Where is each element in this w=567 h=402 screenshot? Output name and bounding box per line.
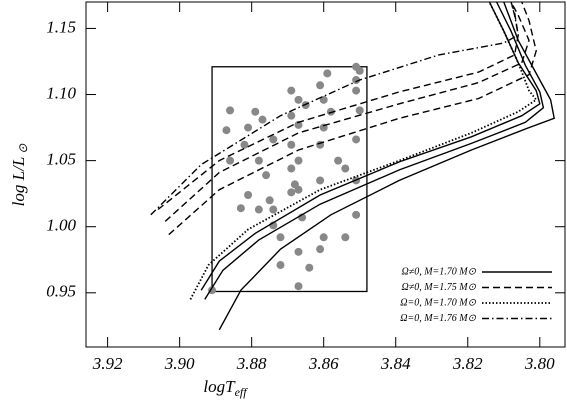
star-point xyxy=(244,123,253,132)
track-line xyxy=(157,1,519,211)
x-tick-label: 3.88 xyxy=(236,354,267,373)
star-point xyxy=(305,263,314,272)
star-point xyxy=(244,190,253,199)
track-line xyxy=(189,1,538,300)
x-label-main: logT xyxy=(203,377,236,396)
star-point xyxy=(319,233,328,242)
star-point xyxy=(287,164,296,173)
track-line xyxy=(150,1,519,216)
star-point xyxy=(316,81,325,90)
star-point xyxy=(236,204,245,213)
star-point xyxy=(355,106,364,115)
track-line xyxy=(218,1,556,331)
plot-frame xyxy=(85,1,566,348)
star-point xyxy=(287,86,296,95)
star-point xyxy=(341,233,350,242)
star-point xyxy=(258,115,267,124)
star-point xyxy=(294,156,303,165)
legend-label: Ω≠0, M=1.75 M⊙ xyxy=(401,282,476,293)
star-point xyxy=(316,176,325,185)
star-point xyxy=(269,135,278,144)
star-point xyxy=(226,106,235,115)
star-point xyxy=(226,156,235,165)
legend-label: Ω=0, M=1.76 M⊙ xyxy=(400,313,476,324)
x-tick-label: 3.90 xyxy=(164,354,195,373)
star-point xyxy=(294,282,303,291)
star-point xyxy=(326,107,335,116)
star-point xyxy=(276,261,285,270)
star-point xyxy=(287,188,296,197)
star-point xyxy=(240,140,249,149)
x-tick-label: 3.82 xyxy=(452,354,483,373)
star-point xyxy=(352,86,361,95)
star-point xyxy=(269,205,278,214)
y-tick-label: 1.10 xyxy=(46,83,76,102)
x-tick-label: 3.84 xyxy=(380,354,411,373)
x-tick-label: 3.86 xyxy=(308,354,339,373)
star-point xyxy=(254,156,263,165)
star-point xyxy=(287,111,296,120)
track-line xyxy=(168,1,537,236)
x-axis-label: logTeff xyxy=(203,377,248,399)
star-point xyxy=(294,120,303,129)
star-point xyxy=(352,75,361,84)
y-tick-label: 1.05 xyxy=(46,150,76,169)
star-point xyxy=(334,156,343,165)
y-label-sub: ⊙ xyxy=(16,143,30,154)
x-tick-label: 3.92 xyxy=(92,354,123,373)
star-point xyxy=(294,247,303,256)
star-point xyxy=(323,69,332,78)
y-tick-label: 1.00 xyxy=(46,216,76,235)
star-point xyxy=(276,233,285,242)
star-point xyxy=(316,245,325,254)
legend-label: Ω≠0, M=1.70 M⊙ xyxy=(401,266,476,277)
star-point xyxy=(222,126,231,135)
track-line xyxy=(200,1,541,291)
star-point xyxy=(294,95,303,104)
legend-label: Ω=0, M=1.70 M⊙ xyxy=(400,297,476,308)
x-tick-label: 3.80 xyxy=(524,354,555,373)
star-point xyxy=(355,66,364,75)
y-axis-label: log L/L ⊙ xyxy=(9,143,30,207)
star-point xyxy=(352,210,361,219)
star-point xyxy=(352,135,361,144)
track-line xyxy=(204,1,545,300)
star-point xyxy=(262,171,271,180)
star-point xyxy=(294,185,303,194)
x-label-sub: eff xyxy=(235,385,249,399)
star-point xyxy=(287,140,296,149)
star-point xyxy=(265,196,274,205)
track-line xyxy=(164,1,530,222)
y-tick-label: 0.95 xyxy=(46,282,76,301)
star-point xyxy=(341,164,350,173)
observation-box xyxy=(211,66,368,293)
star-point xyxy=(251,107,260,116)
star-point xyxy=(254,205,263,214)
y-tick-label: 1.15 xyxy=(46,17,76,36)
y-label-main: log L/L xyxy=(9,157,28,207)
